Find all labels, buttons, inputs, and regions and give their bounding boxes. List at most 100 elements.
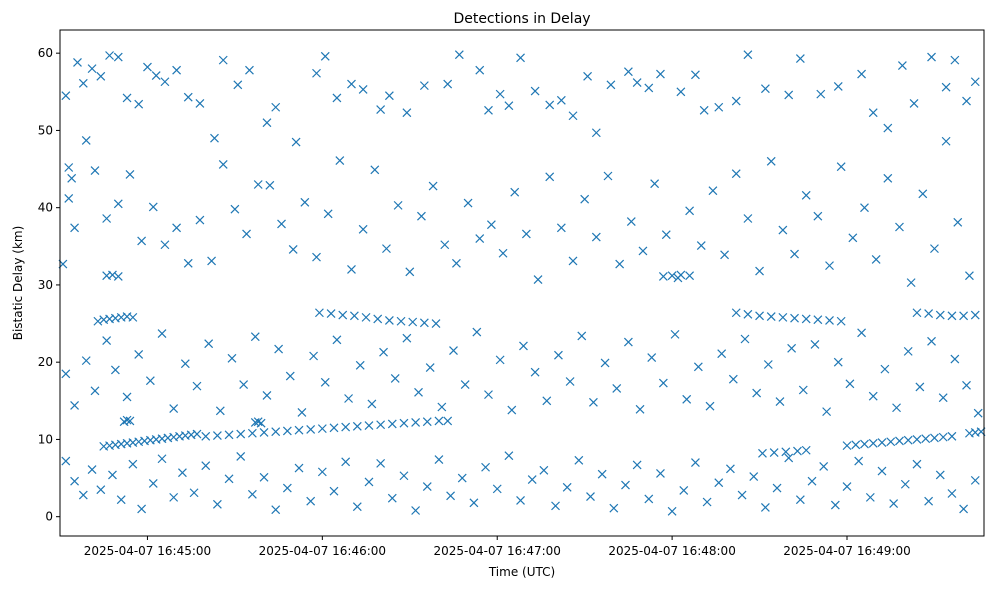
data-point-clutter — [335, 156, 345, 165]
data-point-clutter — [562, 482, 572, 492]
data-point-tracks — [247, 428, 257, 438]
data-point-clutter — [889, 499, 899, 508]
data-point-tracks — [895, 436, 904, 446]
data-point-clutter — [842, 482, 852, 491]
data-point-clutter — [419, 81, 429, 91]
data-point-tracks — [743, 309, 753, 319]
data-markers — [58, 50, 986, 516]
data-point-tracks — [271, 427, 281, 437]
data-point-clutter — [699, 105, 709, 115]
data-point-clutter — [516, 496, 525, 505]
data-point-clutter — [134, 350, 144, 359]
data-point-tracks — [236, 429, 246, 439]
data-point-clutter — [685, 206, 695, 216]
data-point-tracks — [921, 434, 931, 444]
data-point-clutter — [70, 401, 79, 410]
data-point-clutter — [755, 266, 764, 276]
data-point-clutter — [399, 471, 409, 481]
data-point-tracks — [125, 416, 135, 426]
data-point-clutter — [857, 328, 867, 338]
data-point-clutter — [606, 80, 616, 90]
data-point-clutter — [384, 91, 394, 101]
data-point-clutter — [113, 52, 123, 62]
data-point-clutter — [61, 91, 71, 101]
data-point-tracks — [282, 426, 292, 436]
data-point-clutter — [597, 469, 607, 479]
data-point-clutter — [253, 180, 263, 189]
data-point-clutter — [300, 197, 310, 207]
data-point-clutter — [588, 397, 598, 407]
data-point-clutter — [507, 405, 517, 415]
x-tick-label: 2025-04-07 16:47:00 — [433, 544, 560, 558]
data-point-clutter — [895, 222, 904, 232]
data-point-tracks — [685, 271, 695, 281]
data-point-clutter — [87, 64, 97, 74]
data-point-tracks — [306, 424, 316, 434]
data-point-tracks — [419, 318, 429, 328]
data-point-clutter — [545, 100, 555, 110]
data-point-clutter — [705, 401, 715, 411]
data-point-clutter — [332, 93, 342, 103]
data-point-tracks — [658, 272, 668, 281]
data-point-tracks — [877, 438, 887, 447]
data-point-tracks — [422, 417, 432, 427]
data-point-tracks — [947, 431, 957, 441]
data-point-clutter — [970, 475, 980, 485]
data-point-clutter — [297, 407, 307, 417]
data-point-clutter — [941, 82, 951, 92]
data-point-clutter — [358, 85, 368, 94]
data-point-clutter — [551, 501, 560, 511]
data-point-clutter — [909, 98, 919, 108]
data-point-clutter — [892, 403, 901, 413]
data-point-tracks — [930, 433, 939, 443]
data-point-clutter — [282, 483, 292, 493]
data-point-tracks — [793, 446, 802, 456]
data-point-clutter — [644, 83, 654, 93]
data-point-tracks — [384, 316, 394, 325]
data-point-clutter — [148, 202, 158, 212]
data-point-clutter — [658, 378, 668, 388]
data-point-clutter — [743, 214, 753, 223]
data-point-clutter — [962, 380, 971, 390]
data-point-clutter — [192, 381, 202, 391]
data-point-tracks — [912, 308, 922, 318]
data-point-clutter — [612, 384, 622, 393]
data-point-clutter — [927, 336, 936, 346]
data-point-tracks — [801, 445, 811, 455]
data-point-clutter — [763, 360, 773, 369]
data-point-clutter — [516, 53, 525, 63]
y-tick-label: 40 — [38, 201, 53, 215]
data-point-tracks — [431, 319, 441, 328]
data-point-tracks — [935, 310, 945, 320]
data-point-clutter — [833, 357, 843, 367]
data-point-clutter — [102, 336, 112, 345]
data-point-clutter — [440, 240, 450, 250]
data-point-clutter — [73, 58, 82, 67]
data-point-clutter — [795, 495, 805, 505]
data-point-clutter — [265, 180, 275, 190]
data-point-clutter — [180, 359, 190, 369]
data-point-clutter — [760, 84, 770, 94]
data-point-clutter — [656, 69, 665, 79]
data-point-clutter — [145, 376, 155, 386]
data-point-clutter — [725, 464, 735, 474]
data-point-tracks — [868, 438, 878, 448]
data-point-clutter — [428, 181, 438, 191]
data-point-clutter — [935, 470, 945, 480]
data-point-clutter — [81, 136, 91, 145]
data-point-clutter — [116, 495, 126, 505]
data-point-clutter — [883, 173, 893, 183]
data-point-clutter — [443, 79, 453, 89]
data-point-clutter — [801, 190, 811, 200]
data-point-clutter — [924, 496, 934, 506]
data-point-tracks — [769, 448, 779, 457]
x-axis-ticks: 2025-04-07 16:45:00 2025-04-07 16:46:00 20… — [84, 536, 911, 558]
data-point-clutter — [857, 69, 867, 79]
data-point-clutter — [731, 96, 741, 106]
data-point-clutter — [953, 217, 963, 227]
data-point-tracks — [108, 270, 117, 280]
data-point-clutter — [189, 488, 199, 498]
data-point-clutter — [673, 273, 683, 283]
data-point-clutter — [965, 271, 974, 281]
